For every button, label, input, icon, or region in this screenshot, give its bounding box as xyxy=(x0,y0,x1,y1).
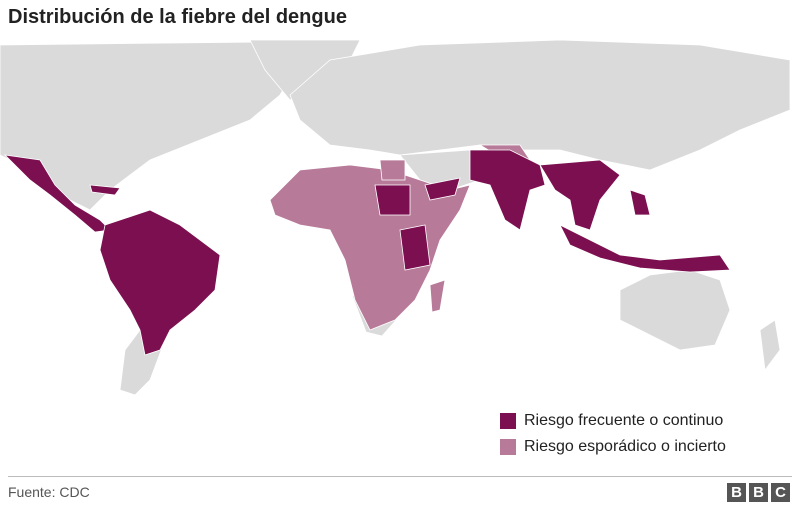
legend-item: Riesgo esporádico o incierto xyxy=(500,434,726,460)
logo-letter: C xyxy=(771,483,790,502)
legend-swatch xyxy=(500,439,516,455)
source: Fuente: CDC xyxy=(8,484,90,500)
land xyxy=(759,319,781,372)
logo-letter: B xyxy=(749,483,768,502)
legend-label: Riesgo esporádico o incierto xyxy=(524,438,726,455)
divider xyxy=(8,476,792,477)
logo-letter: B xyxy=(727,483,746,502)
risk-region xyxy=(469,149,546,231)
risk-region xyxy=(99,209,221,356)
legend: Riesgo frecuente o continuo Riesgo espor… xyxy=(500,408,726,460)
title: Distribución de la fiebre del dengue xyxy=(8,6,347,28)
risk-region xyxy=(539,159,621,231)
risk-region xyxy=(429,279,446,313)
risk-region xyxy=(89,184,121,196)
legend-item: Riesgo frecuente o continuo xyxy=(500,408,726,434)
risk-region xyxy=(399,224,431,271)
risk-region xyxy=(629,189,651,216)
legend-swatch xyxy=(500,413,516,429)
world-map xyxy=(0,39,791,396)
land xyxy=(619,269,731,351)
risk-region xyxy=(379,159,406,181)
risk-region xyxy=(559,224,731,273)
legend-label: Riesgo frecuente o continuo xyxy=(524,412,724,429)
bbc-logo: B B C xyxy=(727,483,790,502)
risk-region xyxy=(424,177,461,201)
land xyxy=(289,39,791,171)
risk-region xyxy=(374,184,411,216)
